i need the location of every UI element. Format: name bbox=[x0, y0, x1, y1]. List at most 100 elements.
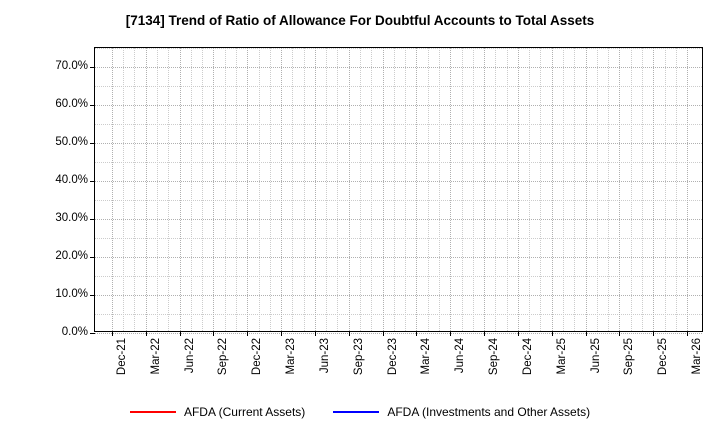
x-axis-tick-mark bbox=[179, 331, 181, 336]
x-axis-tick-label: Mar-24 bbox=[420, 338, 433, 375]
gridline-vertical-minor bbox=[563, 48, 565, 331]
gridline-vertical-minor bbox=[337, 48, 339, 331]
legend-item[interactable]: AFDA (Current Assets) bbox=[129, 405, 305, 419]
x-axis-tick-label: Sep-23 bbox=[352, 338, 365, 376]
y-axis-tick-mark bbox=[90, 181, 95, 182]
gridline-horizontal-minor bbox=[95, 238, 702, 239]
gridline-vertical bbox=[551, 48, 553, 331]
x-axis-tick-mark bbox=[585, 331, 587, 336]
y-axis-tick-label: 70.0% bbox=[55, 60, 88, 72]
chart-legend: AFDA (Current Assets) AFDA (Investments a… bbox=[0, 405, 720, 419]
gridline-vertical-minor bbox=[641, 48, 643, 331]
gridline-vertical-minor bbox=[472, 48, 474, 331]
x-axis-tick-label: Dec-21 bbox=[115, 338, 128, 376]
gridline-vertical bbox=[111, 48, 113, 331]
gridline-horizontal bbox=[95, 333, 702, 334]
gridline-vertical-minor bbox=[427, 48, 429, 331]
gridline-vertical-minor bbox=[168, 48, 170, 331]
plot-area bbox=[90, 47, 704, 336]
gridline-vertical-minor bbox=[258, 48, 260, 331]
gridline-vertical bbox=[145, 48, 147, 331]
x-axis-tick-label: Mar-23 bbox=[285, 338, 298, 375]
gridline-horizontal bbox=[95, 67, 702, 68]
gridline-vertical bbox=[179, 48, 181, 331]
legend-label: AFDA (Investments and Other Assets) bbox=[387, 405, 591, 419]
series-lines bbox=[95, 48, 704, 333]
x-axis-tick-label: Mar-22 bbox=[149, 338, 162, 375]
y-axis-tick-label: 30.0% bbox=[55, 212, 88, 224]
x-axis-tick-mark bbox=[145, 331, 147, 336]
x-axis-tick-mark bbox=[348, 331, 350, 336]
legend-item[interactable]: AFDA (Investments and Other Assets) bbox=[333, 405, 590, 419]
y-axis-tick-label: 60.0% bbox=[55, 98, 88, 110]
gridline-vertical bbox=[687, 48, 689, 331]
x-axis-tick-mark bbox=[517, 331, 519, 336]
x-axis-tick-label: Dec-22 bbox=[251, 338, 264, 376]
y-axis-tick-label: 0.0% bbox=[61, 326, 88, 338]
gridline-vertical-minor bbox=[405, 48, 407, 331]
gridline-vertical bbox=[517, 48, 519, 331]
y-axis-tick-label: 10.0% bbox=[55, 288, 88, 300]
x-axis-tick-mark bbox=[551, 331, 553, 336]
x-axis-tick-mark bbox=[247, 331, 249, 336]
y-axis-tick-mark bbox=[90, 295, 95, 296]
gridline-horizontal-minor bbox=[95, 276, 702, 277]
x-axis-tick-label: Dec-23 bbox=[386, 338, 399, 376]
gridline-vertical bbox=[348, 48, 350, 331]
x-axis-tick-mark bbox=[213, 331, 215, 336]
gridline-horizontal bbox=[95, 219, 702, 220]
y-axis-tick-mark bbox=[90, 67, 95, 68]
gridline-vertical-minor bbox=[506, 48, 508, 331]
gridline-vertical bbox=[484, 48, 486, 331]
y-axis-tick-label: 20.0% bbox=[55, 250, 88, 262]
gridline-vertical-minor bbox=[596, 48, 598, 331]
gridline-vertical bbox=[416, 48, 418, 331]
y-axis-tick-mark bbox=[90, 257, 95, 258]
x-axis-tick-label: Sep-24 bbox=[488, 338, 501, 376]
x-axis-tick-mark bbox=[111, 331, 113, 336]
gridline-horizontal bbox=[95, 105, 702, 106]
gridline-vertical-minor bbox=[326, 48, 328, 331]
x-axis-tick-label: Jun-24 bbox=[454, 338, 467, 374]
y-axis-tick-mark bbox=[90, 333, 95, 334]
gridline-vertical-minor bbox=[664, 48, 666, 331]
x-axis-tick-mark bbox=[314, 331, 316, 336]
gridline-vertical bbox=[450, 48, 452, 331]
gridline-vertical-minor bbox=[157, 48, 159, 331]
gridline-vertical-minor bbox=[224, 48, 226, 331]
gridline-horizontal bbox=[95, 181, 702, 182]
gridline-vertical-minor bbox=[495, 48, 497, 331]
x-axis-tick-mark bbox=[416, 331, 418, 336]
gridline-vertical-minor bbox=[529, 48, 531, 331]
gridline-horizontal-minor bbox=[95, 314, 702, 315]
gridline-horizontal-minor bbox=[95, 162, 702, 163]
x-axis-tick-label: Jun-25 bbox=[589, 338, 602, 374]
gridline-vertical-minor bbox=[608, 48, 610, 331]
gridline-vertical-minor bbox=[371, 48, 373, 331]
y-axis-tick-mark bbox=[90, 143, 95, 144]
gridline-vertical-minor bbox=[461, 48, 463, 331]
x-axis-tick-label: Sep-25 bbox=[623, 338, 636, 376]
x-axis-tick-label: Jun-22 bbox=[183, 338, 196, 374]
gridline-vertical-minor bbox=[303, 48, 305, 331]
gridline-vertical-minor bbox=[393, 48, 395, 331]
gridline-vertical-minor bbox=[675, 48, 677, 331]
x-axis-tick-labels: Dec-21 Mar-22 Jun-22 Sep-22 Dec-22 Mar-23 Jun-… bbox=[94, 332, 703, 402]
gridline-vertical-minor bbox=[438, 48, 440, 331]
x-axis-tick-label: Mar-26 bbox=[691, 338, 704, 375]
gridline-horizontal bbox=[95, 295, 702, 296]
legend-color-swatch bbox=[333, 411, 380, 413]
x-axis-tick-mark bbox=[653, 331, 655, 336]
gridline-vertical-minor bbox=[540, 48, 542, 331]
x-axis-tick-mark bbox=[484, 331, 486, 336]
gridline-vertical-minor bbox=[269, 48, 271, 331]
gridline-vertical-minor bbox=[574, 48, 576, 331]
gridline-vertical bbox=[653, 48, 655, 331]
gridline-horizontal-minor bbox=[95, 124, 702, 125]
gridline-horizontal-minor bbox=[95, 86, 702, 87]
gridline-vertical bbox=[247, 48, 249, 331]
y-axis-tick-label: 40.0% bbox=[55, 174, 88, 186]
legend-color-swatch bbox=[129, 411, 176, 413]
x-axis-tick-mark bbox=[619, 331, 621, 336]
